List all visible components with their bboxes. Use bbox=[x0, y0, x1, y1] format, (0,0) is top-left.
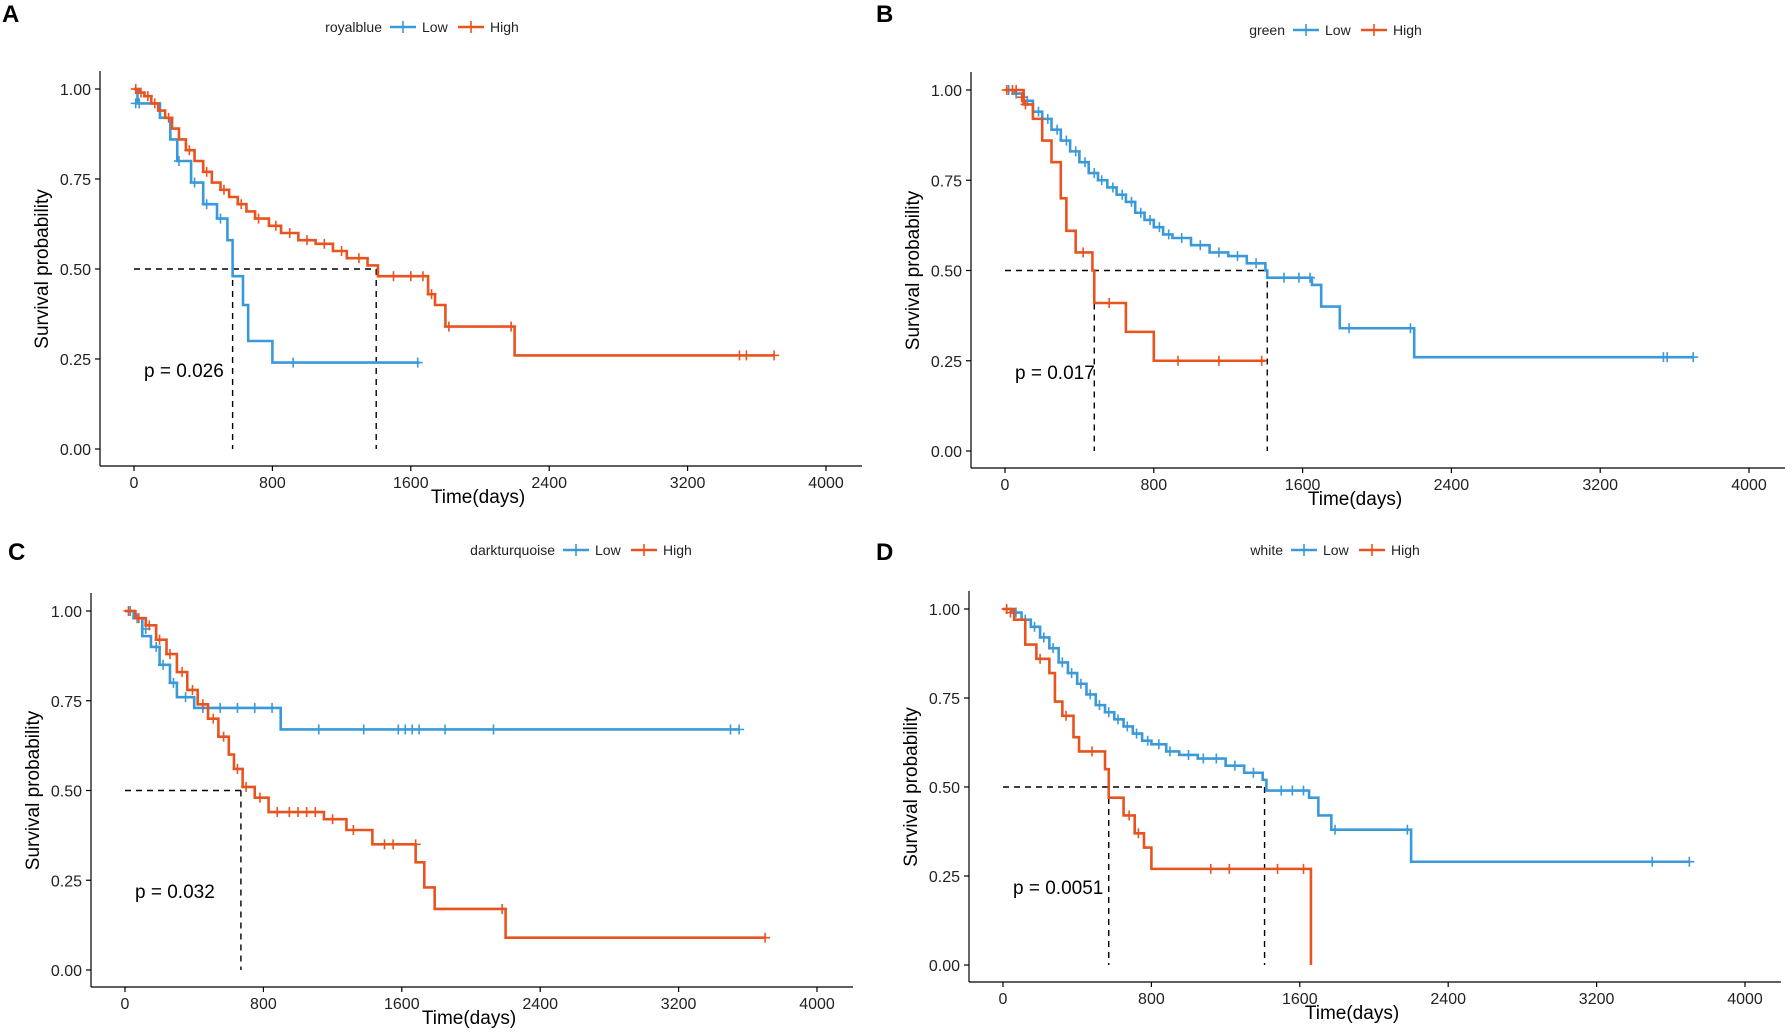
y-tick-label: 0.00 bbox=[51, 963, 82, 980]
x-tick-label: 2400 bbox=[531, 475, 567, 492]
y-tick-label: 1.00 bbox=[931, 83, 962, 100]
y-axis-title: Survival probability bbox=[32, 189, 53, 349]
x-tick-label: 0 bbox=[130, 475, 139, 492]
panel-letter: C bbox=[8, 539, 25, 566]
x-tick-label: 1600 bbox=[1285, 477, 1321, 494]
x-tick-label: 1600 bbox=[1282, 991, 1318, 1008]
x-tick-label: 2400 bbox=[522, 996, 558, 1013]
legend-low-label: Low bbox=[422, 19, 449, 35]
legend: white Low High bbox=[1249, 542, 1419, 558]
y-tick-label: 1.00 bbox=[60, 82, 91, 99]
x-tick-label: 3200 bbox=[1579, 991, 1615, 1008]
x-tick-label: 3200 bbox=[670, 475, 706, 492]
y-tick-label: 0.00 bbox=[929, 958, 960, 975]
legend: royalblue Low High bbox=[325, 19, 519, 35]
p-value: p = 0.017 bbox=[1015, 363, 1095, 384]
legend-title: white bbox=[1249, 542, 1283, 558]
x-tick-label: 1600 bbox=[393, 475, 429, 492]
y-tick-label: 0.50 bbox=[60, 262, 91, 279]
legend-low-label: Low bbox=[595, 542, 622, 558]
y-tick-label: 0.50 bbox=[51, 784, 82, 801]
x-tick-label: 4000 bbox=[808, 475, 844, 492]
y-tick-label: 0.00 bbox=[60, 442, 91, 459]
km-curve-low bbox=[1005, 88, 1694, 359]
legend-high-label: High bbox=[1393, 22, 1422, 38]
x-tick-label: 4000 bbox=[799, 996, 835, 1013]
km-curve-high bbox=[125, 609, 766, 939]
x-tick-label: 800 bbox=[1138, 991, 1165, 1008]
legend-high-label: High bbox=[1391, 542, 1420, 558]
x-axis-title: Time(days) bbox=[1305, 1003, 1399, 1024]
km-curve-high bbox=[134, 87, 775, 357]
x-tick-label: 800 bbox=[250, 996, 277, 1013]
x-tick-label: 800 bbox=[1140, 477, 1167, 494]
x-axis-title: Time(days) bbox=[422, 1008, 516, 1029]
y-tick-label: 0.25 bbox=[929, 869, 960, 886]
x-tick-label: 4000 bbox=[1727, 991, 1763, 1008]
y-tick-label: 0.75 bbox=[931, 173, 962, 190]
x-tick-label: 4000 bbox=[1731, 477, 1767, 494]
panel-letter: B bbox=[876, 1, 893, 28]
y-tick-label: 0.25 bbox=[51, 873, 82, 890]
legend-title: green bbox=[1249, 22, 1285, 38]
y-tick-label: 0.25 bbox=[60, 352, 91, 369]
y-axis-title: Survival probability bbox=[901, 707, 922, 867]
panel-letter: A bbox=[2, 1, 19, 28]
y-tick-label: 1.00 bbox=[929, 602, 960, 619]
km-curve-low bbox=[125, 609, 740, 731]
x-tick-label: 0 bbox=[1001, 477, 1010, 494]
y-tick-label: 0.75 bbox=[929, 691, 960, 708]
x-axis-title: Time(days) bbox=[1308, 489, 1402, 510]
y-tick-label: 0.25 bbox=[931, 354, 962, 371]
km-curve-high bbox=[1005, 88, 1266, 363]
x-tick-label: 3200 bbox=[661, 996, 697, 1013]
y-tick-label: 0.50 bbox=[929, 780, 960, 797]
legend-low-label: Low bbox=[1323, 542, 1350, 558]
y-tick-label: 1.00 bbox=[51, 604, 82, 621]
p-value: p = 0.0051 bbox=[1013, 878, 1103, 899]
x-tick-label: 2400 bbox=[1430, 991, 1466, 1008]
y-axis-title: Survival probability bbox=[903, 190, 924, 350]
legend-high-label: High bbox=[663, 542, 692, 558]
x-tick-label: 2400 bbox=[1434, 477, 1470, 494]
legend-title: darkturquoise bbox=[470, 542, 555, 558]
x-tick-label: 0 bbox=[121, 996, 130, 1013]
legend-high-label: High bbox=[490, 19, 519, 35]
y-tick-label: 0.75 bbox=[51, 694, 82, 711]
legend: darkturquoise Low High bbox=[470, 542, 692, 558]
y-tick-label: 0.50 bbox=[931, 264, 962, 281]
x-tick-label: 0 bbox=[999, 991, 1008, 1008]
y-tick-label: 0.00 bbox=[931, 444, 962, 461]
panel-letter: D bbox=[876, 539, 893, 566]
legend-title: royalblue bbox=[325, 19, 382, 35]
y-axis-title: Survival probability bbox=[23, 710, 44, 870]
x-tick-label: 1600 bbox=[384, 996, 420, 1013]
km-curve-high bbox=[1003, 607, 1313, 965]
km-curve-low bbox=[1003, 607, 1690, 864]
legend: green Low High bbox=[1249, 22, 1422, 38]
y-tick-label: 0.75 bbox=[60, 172, 91, 189]
p-value: p = 0.032 bbox=[135, 882, 215, 903]
p-value: p = 0.026 bbox=[144, 361, 224, 382]
x-tick-label: 3200 bbox=[1582, 477, 1618, 494]
legend-low-label: Low bbox=[1325, 22, 1352, 38]
x-tick-label: 800 bbox=[259, 475, 286, 492]
x-axis-title: Time(days) bbox=[431, 487, 525, 508]
